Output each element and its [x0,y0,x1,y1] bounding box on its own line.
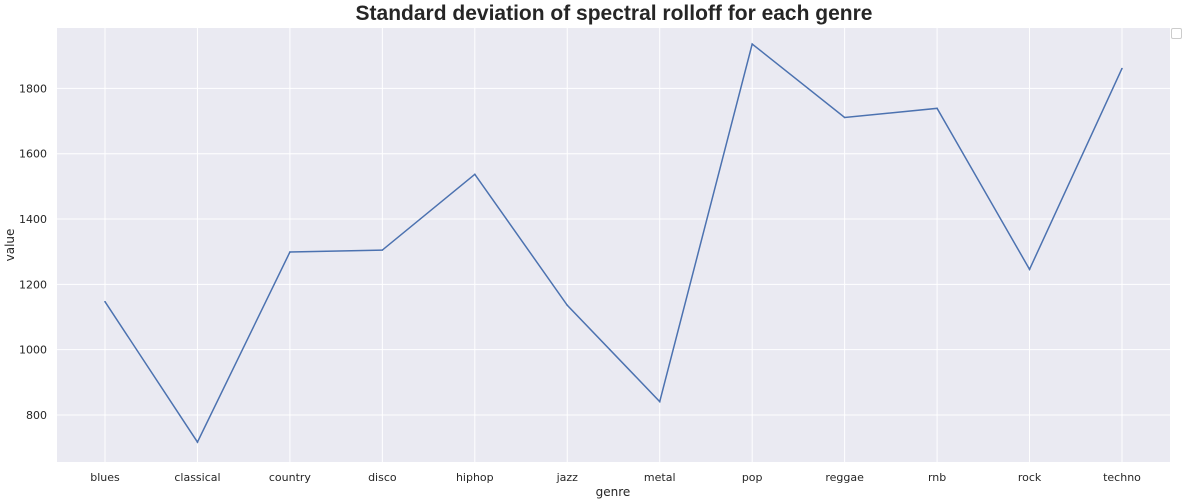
y-tick-label: 1600 [19,148,47,161]
x-tick-label: country [269,471,312,484]
data-point-rock [1028,268,1031,271]
x-axis-label: genre [596,485,631,499]
x-tick-label: reggae [825,471,864,484]
x-tick-label: hiphop [456,471,494,484]
data-point-blues [104,300,106,303]
plot-area [57,28,1170,462]
x-tick-label: rock [1018,471,1042,484]
data-point-classical [196,441,199,443]
data-point-metal [658,400,661,403]
y-tick-label: 1200 [19,278,47,291]
series-line [104,42,1123,444]
data-point-reggae [843,116,846,119]
data-points [104,43,1123,443]
y-tick-labels: 800 1000 1200 1400 1600 1800 [19,82,47,422]
x-tick-label: disco [368,471,397,484]
data-point-hiphop [474,173,476,176]
data-point-jazz [566,304,569,307]
x-tick-label: jazz [556,471,579,484]
data-point-disco [381,249,384,251]
x-tick-labels: blues classical country disco hiphop jazz meta… [90,471,1141,484]
data-point-country [289,251,291,253]
x-tick-label: rnb [928,471,946,484]
x-tick-label: techno [1103,471,1141,484]
x-tick-label: classical [174,471,220,484]
data-point-techno [1121,67,1123,70]
y-axis-label: value [3,229,17,262]
y-tick-label: 800 [26,409,47,422]
x-tick-label: blues [90,471,120,484]
chart-title: Standard deviation of spectral rolloff f… [355,2,873,25]
y-tick-label: 1000 [19,344,47,357]
y-tick-label: 1800 [19,82,47,95]
grid-lines [57,28,1170,462]
x-tick-label: pop [742,471,763,484]
legend-box [1171,28,1182,39]
data-point-rnb [936,107,938,110]
y-tick-label: 1400 [19,213,47,226]
x-tick-label: metal [644,471,676,484]
data-point-pop [751,43,753,45]
